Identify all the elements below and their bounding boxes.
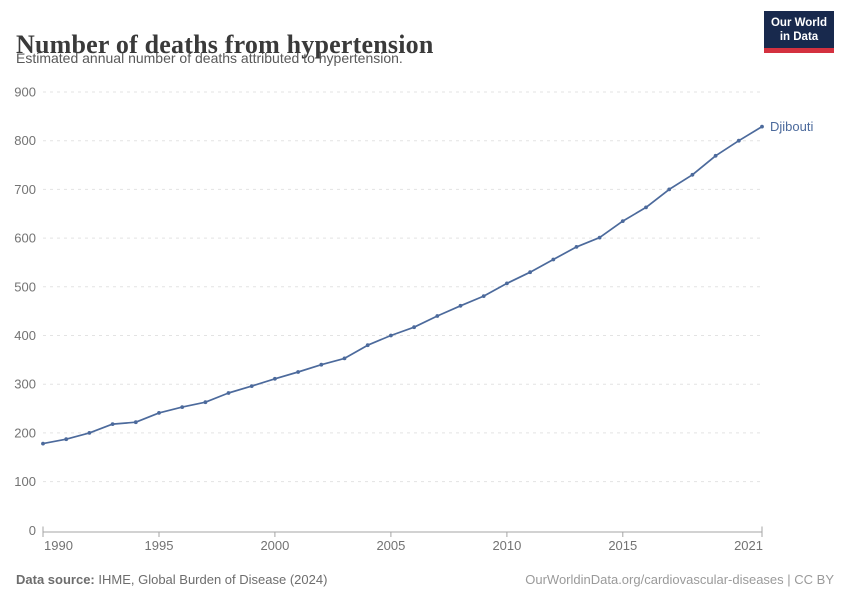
data-point[interactable]	[41, 441, 45, 446]
data-point[interactable]	[667, 187, 672, 192]
x-tick-label: 2000	[260, 538, 289, 553]
data-point[interactable]	[412, 325, 416, 330]
x-tick-label: 2015	[608, 538, 637, 553]
owid-logo: Our World in Data	[764, 11, 834, 53]
data-point[interactable]	[389, 333, 393, 338]
data-source-note: Data source: IHME, Global Burden of Dise…	[16, 572, 327, 587]
data-point[interactable]	[574, 245, 579, 249]
y-tick-label: 500	[14, 279, 36, 294]
data-point[interactable]	[296, 370, 300, 374]
data-source-text: IHME, Global Burden of Disease (2024)	[94, 571, 328, 587]
y-tick-label: 300	[14, 377, 36, 392]
x-tick-label: 2010	[492, 538, 521, 553]
data-point[interactable]	[620, 219, 625, 224]
data-point[interactable]	[249, 384, 254, 388]
y-tick-label: 600	[14, 231, 36, 246]
y-tick-label: 700	[14, 182, 36, 197]
x-tick-label: 2021	[734, 538, 763, 553]
data-point[interactable]	[597, 235, 602, 240]
data-point[interactable]	[226, 391, 231, 395]
chart-footer: Data source: IHME, Global Burden of Dise…	[0, 568, 850, 590]
data-point[interactable]	[64, 437, 69, 442]
line-chart-canvas[interactable]: 0 100 200 300 400 500 600 700 800 900 1990 1995 2000…	[0, 0, 850, 562]
data-point[interactable]	[644, 205, 648, 210]
y-tick-label: 900	[14, 85, 36, 100]
x-tick-label: 1995	[145, 538, 174, 553]
data-point[interactable]	[528, 270, 532, 275]
data-point[interactable]	[157, 411, 161, 415]
y-tick-label: 400	[14, 328, 36, 343]
data-point[interactable]	[713, 153, 718, 158]
owid-logo-line2: in Data	[779, 31, 819, 44]
data-point[interactable]	[760, 124, 764, 129]
data-point[interactable]	[435, 314, 440, 318]
data-point[interactable]	[365, 343, 370, 348]
data-point[interactable]	[133, 420, 138, 425]
y-tick-label: 800	[14, 133, 36, 148]
data-point[interactable]	[110, 422, 115, 426]
x-tick-label: 2005	[376, 538, 405, 553]
data-point[interactable]	[180, 405, 185, 409]
data-point[interactable]	[273, 376, 277, 381]
y-tick-label: 0	[29, 523, 36, 538]
y-tick-label: 200	[14, 425, 36, 440]
y-tick-label: 100	[14, 474, 36, 489]
data-point[interactable]	[458, 303, 463, 308]
data-point[interactable]	[736, 138, 741, 143]
data-source-label: Data source:	[16, 571, 95, 587]
x-tick-label: 1990	[44, 538, 73, 553]
data-point[interactable]	[551, 257, 556, 262]
owid-logo-line1: Our World	[770, 17, 827, 29]
data-point[interactable]	[319, 362, 324, 367]
data-point[interactable]	[87, 431, 92, 435]
data-point[interactable]	[505, 281, 509, 286]
data-line[interactable]	[42, 125, 763, 445]
chart-subtitle: Estimated annual number of deaths attrib…	[16, 50, 403, 66]
footer-link[interactable]: OurWorldinData.org/cardiovascular-diseas…	[525, 571, 834, 587]
data-point[interactable]	[481, 294, 486, 298]
page-title: Number of deaths from hypertension	[16, 30, 434, 60]
data-point[interactable]	[690, 172, 695, 177]
data-point[interactable]	[203, 400, 208, 405]
entity-label[interactable]: Djibouti	[770, 119, 813, 134]
data-point[interactable]	[342, 356, 347, 361]
